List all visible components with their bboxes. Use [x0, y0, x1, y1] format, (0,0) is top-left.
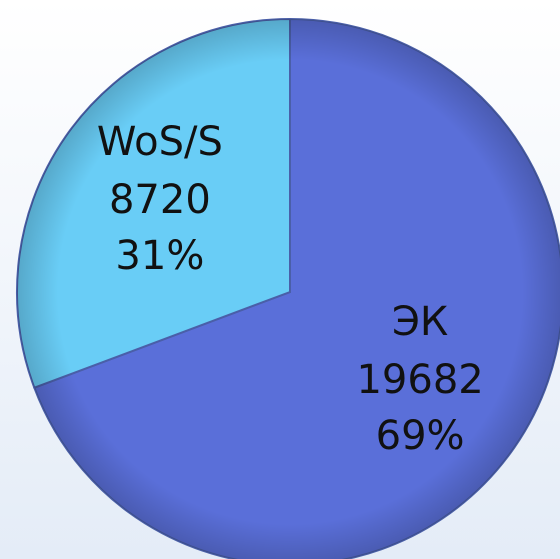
- pie: [16, 17, 560, 559]
- slice-category: WoS/S: [97, 119, 223, 165]
- slice-category: ЭК: [392, 299, 448, 345]
- slice-percent: 69%: [376, 413, 465, 459]
- slice-value: 8720: [109, 177, 211, 223]
- slice-percent: 31%: [115, 233, 204, 279]
- slice-value: 19682: [356, 357, 483, 403]
- slice-labels: ЭК 19682 69% WoS/S 8720 31%: [97, 119, 484, 459]
